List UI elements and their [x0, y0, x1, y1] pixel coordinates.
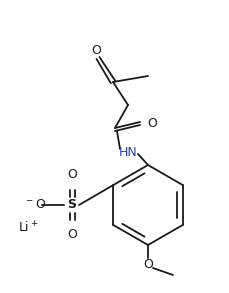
- Text: $^-$O: $^-$O: [24, 198, 46, 212]
- Text: O: O: [67, 168, 77, 181]
- Text: S: S: [68, 198, 76, 212]
- Text: HN: HN: [119, 146, 137, 159]
- Text: O: O: [147, 117, 157, 130]
- Text: O: O: [91, 43, 101, 57]
- Text: O: O: [143, 258, 153, 272]
- Text: Li$^+$: Li$^+$: [18, 220, 39, 236]
- Text: O: O: [67, 229, 77, 241]
